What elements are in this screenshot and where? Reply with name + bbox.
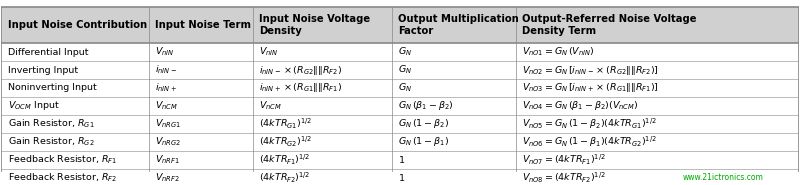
Bar (2, 79, 798, 97)
Text: Output-Referred Noise Voltage
Density Term: Output-Referred Noise Voltage Density Te… (522, 14, 697, 36)
Bar (2, 6, 149, 43)
Text: $G_N$: $G_N$ (398, 64, 413, 76)
Text: $G_N\,(1-\beta_2)$: $G_N\,(1-\beta_2)$ (398, 117, 450, 130)
Text: $V_{nRF2}$: $V_{nRF2}$ (155, 171, 180, 184)
Text: $i_{nIN+}\times(R_{G1}\|\|R_{F1})$: $i_{nIN+}\times(R_{G1}\|\|R_{F1})$ (259, 81, 342, 94)
Text: $i_{nIN+}$: $i_{nIN+}$ (155, 82, 177, 94)
Text: Noninverting Input: Noninverting Input (8, 83, 97, 92)
Text: $G_N\,(1-\beta_1)$: $G_N\,(1-\beta_1)$ (398, 135, 450, 148)
Text: $V_{nCM}$: $V_{nCM}$ (155, 100, 178, 112)
Text: $V_{nO5} = G_N\,(1-\beta_2)(4kTR_{G1})^{1/2}$: $V_{nO5} = G_N\,(1-\beta_2)(4kTR_{G1})^{… (522, 116, 657, 131)
Bar (2, 169, 798, 185)
Bar (2, 115, 798, 133)
Text: $V_{nRF1}$: $V_{nRF1}$ (155, 153, 180, 166)
Text: Differential Input: Differential Input (8, 48, 88, 57)
Text: $V_{nO4} = G_N\,(\beta_1 - \beta_2)(V_{nCM})$: $V_{nO4} = G_N\,(\beta_1 - \beta_2)(V_{n… (522, 99, 638, 112)
Text: $V_{nRG2}$: $V_{nRG2}$ (155, 135, 182, 148)
Text: $V_{nIN}$: $V_{nIN}$ (259, 46, 278, 58)
Text: $i_{nIN-}\times(R_{G2}\|\|R_{F2})$: $i_{nIN-}\times(R_{G2}\|\|R_{F2})$ (259, 63, 342, 77)
Text: Input Noise Voltage
Density: Input Noise Voltage Density (259, 14, 370, 36)
Bar (515, 6, 798, 43)
Text: Output Multiplication
Factor: Output Multiplication Factor (398, 14, 519, 36)
Bar (2, 43, 798, 61)
Text: $V_{nO3} = G_N\,[i_{nIN+}\times(R_{G1}\|\|R_{F1})]$: $V_{nO3} = G_N\,[i_{nIN+}\times(R_{G1}\|… (522, 81, 658, 94)
Text: $V_{nO6} = G_N\,(1-\beta_1)(4kTR_{G2})^{1/2}$: $V_{nO6} = G_N\,(1-\beta_1)(4kTR_{G2})^{… (522, 134, 657, 149)
Text: $V_{nO7} = (4kTR_{F1})^{1/2}$: $V_{nO7} = (4kTR_{F1})^{1/2}$ (522, 152, 606, 167)
Text: $1$: $1$ (398, 154, 406, 165)
Text: Gain Resistor, $R_{G1}$: Gain Resistor, $R_{G1}$ (8, 117, 94, 130)
Bar (2, 133, 798, 151)
Text: $V_{nCM}$: $V_{nCM}$ (259, 100, 282, 112)
Bar (2, 97, 798, 115)
Text: $G_N$: $G_N$ (398, 46, 413, 58)
Bar (392, 6, 515, 43)
Bar (2, 61, 798, 79)
Text: $V_{nIN}$: $V_{nIN}$ (155, 46, 174, 58)
Text: Input Noise Term: Input Noise Term (155, 20, 251, 30)
Text: Gain Resistor, $R_{G2}$: Gain Resistor, $R_{G2}$ (8, 135, 94, 148)
Text: $(4kTR_{G2})^{1/2}$: $(4kTR_{G2})^{1/2}$ (259, 135, 312, 149)
Text: $1$: $1$ (398, 172, 406, 183)
Text: $G_N$: $G_N$ (398, 82, 413, 94)
Text: www.21ictronics.com: www.21ictronics.com (683, 173, 764, 182)
Text: Feedback Resistor, $R_{F1}$: Feedback Resistor, $R_{F1}$ (8, 153, 117, 166)
Text: Feedback Resistor, $R_{F2}$: Feedback Resistor, $R_{F2}$ (8, 171, 117, 184)
Text: $V_{nRG1}$: $V_{nRG1}$ (155, 117, 182, 130)
Text: Input Noise Contribution: Input Noise Contribution (8, 20, 147, 30)
Text: $(4kTR_{F2})^{1/2}$: $(4kTR_{F2})^{1/2}$ (259, 170, 310, 184)
Text: $V_{nO2} = G_N\,[i_{nIN-}\times(R_{G2}\|\|R_{F2})]$: $V_{nO2} = G_N\,[i_{nIN-}\times(R_{G2}\|… (522, 63, 658, 77)
Text: $(4kTR_{G1})^{1/2}$: $(4kTR_{G1})^{1/2}$ (259, 117, 312, 131)
Text: $G_N\,(\beta_1 - \beta_2)$: $G_N\,(\beta_1 - \beta_2)$ (398, 99, 454, 112)
Text: $V_{nO8} = (4kTR_{F2})^{1/2}$: $V_{nO8} = (4kTR_{F2})^{1/2}$ (522, 170, 606, 184)
Text: $V_{OCM}$ Input: $V_{OCM}$ Input (8, 99, 59, 112)
Text: $(4kTR_{F1})^{1/2}$: $(4kTR_{F1})^{1/2}$ (259, 152, 310, 167)
Text: $V_{nO1} = G_N\,(V_{nIN})$: $V_{nO1} = G_N\,(V_{nIN})$ (522, 46, 594, 58)
Text: Inverting Input: Inverting Input (8, 65, 78, 75)
Bar (149, 6, 253, 43)
Text: $i_{nIN-}$: $i_{nIN-}$ (155, 64, 178, 76)
Bar (253, 6, 392, 43)
Bar (2, 151, 798, 169)
